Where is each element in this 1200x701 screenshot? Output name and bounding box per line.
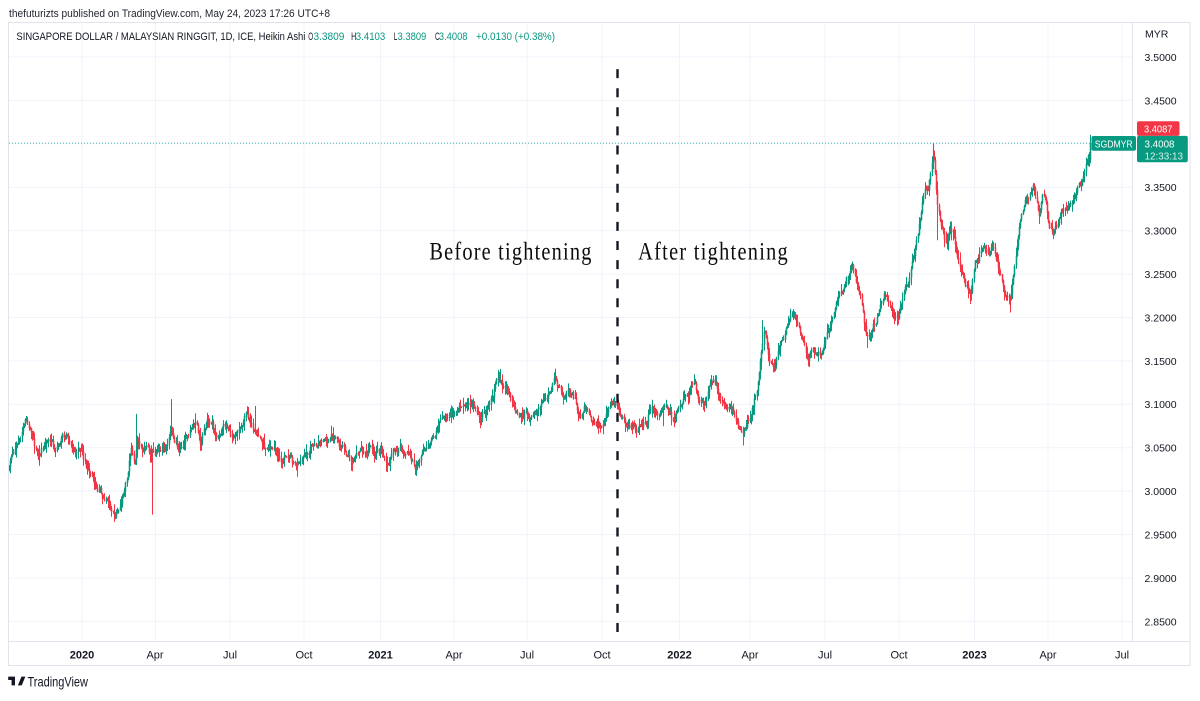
svg-text:SGDMYR: SGDMYR	[1095, 138, 1133, 150]
svg-text:TradingView: TradingView	[28, 674, 89, 689]
svg-text:Before tightening: Before tightening	[429, 237, 592, 265]
svg-text:3.4087: 3.4087	[1144, 124, 1173, 136]
svg-text:3.4008: 3.4008	[1145, 138, 1175, 150]
svg-text:SINGAPORE DOLLAR / MALAYSIAN R: SINGAPORE DOLLAR / MALAYSIAN RINGGIT, 1D…	[16, 31, 305, 43]
svg-text:MYR: MYR	[1145, 28, 1169, 40]
svg-text:After tightening: After tightening	[638, 237, 789, 265]
svg-text:12:33:13: 12:33:13	[1145, 151, 1184, 163]
svg-text:thefuturizts published on Trad: thefuturizts published on TradingView.co…	[9, 8, 330, 20]
